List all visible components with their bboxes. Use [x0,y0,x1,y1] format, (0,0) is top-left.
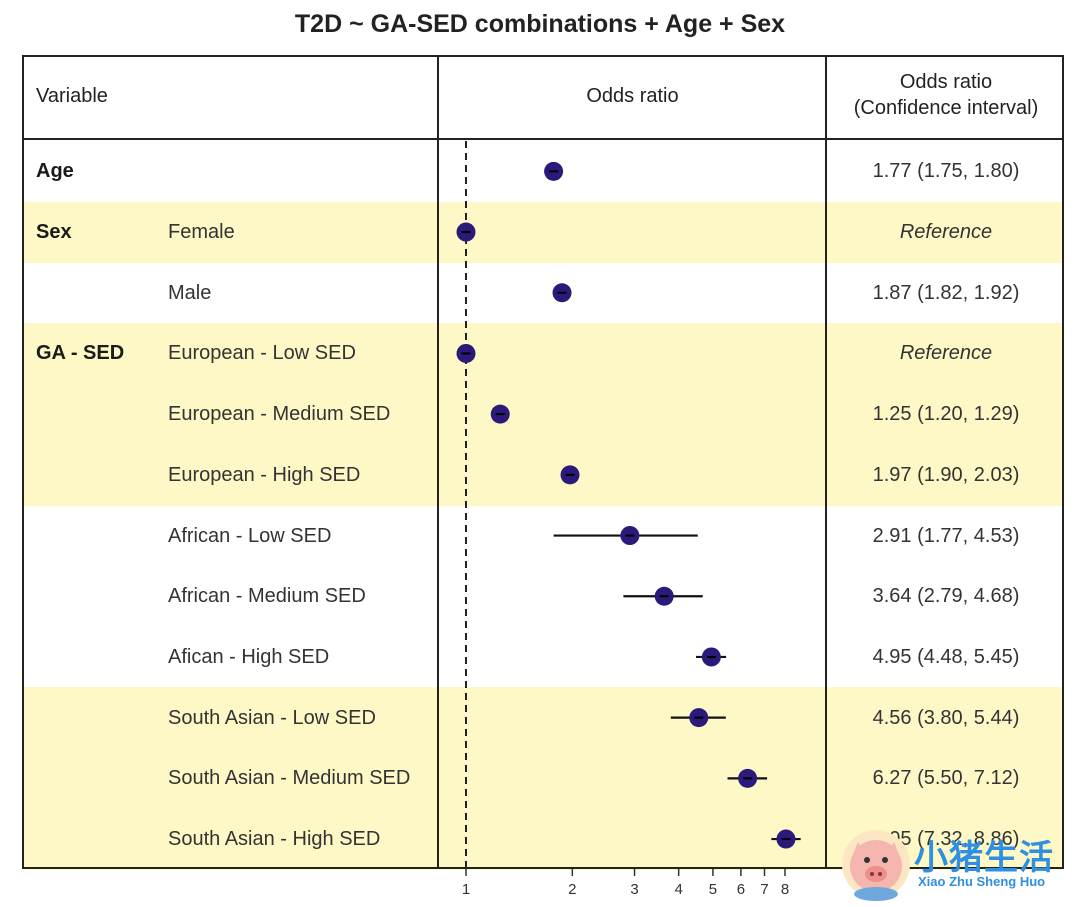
header-divider [22,138,1064,140]
header-variable: Variable [36,85,108,107]
row-ci-value: 1.87 (1.82, 1.92) [872,281,1020,304]
row-level-label: South Asian - High SED [168,828,381,851]
watermark-logo: 小猪生活 Xiao Zhu Sheng Huo [836,822,1076,902]
row-ci-value: 2.91 (1.77, 4.53) [872,524,1020,547]
row-group-label: GA - SED [36,342,125,365]
row-ci-value: Reference [899,342,993,365]
table-row [24,383,1062,445]
row-level-label: South Asian - Medium SED [168,767,411,790]
row-ci-value: 8.05 (7.32, 8.86) [872,828,1020,851]
row-level-label: European - High SED [168,463,361,486]
row-ci-value: 3.64 (2.79, 4.68) [872,585,1020,608]
row-level-label: African - Low SED [168,524,332,547]
logo-text-english: Xiao Zhu Sheng Huo [918,874,1046,889]
table-row [24,748,1062,810]
x-tick-label: 2 [568,881,576,898]
table-row [24,687,1062,749]
pig-mascot-icon [842,830,910,901]
row-level-label: European - Low SED [168,342,356,365]
x-tick-label: 3 [630,881,638,898]
row-ci-value: 1.77 (1.75, 1.80) [872,160,1020,183]
table-row [24,201,1062,263]
row-ci-value: 1.97 (1.90, 2.03) [872,463,1020,486]
table-row [24,444,1062,506]
x-tick-label: 7 [760,881,768,898]
x-tick-label: 6 [737,881,745,898]
row-level-label: Female [168,221,235,244]
header-odds-ratio: Odds ratio [586,85,679,107]
header-ci-line2: (Confidence interval) [853,97,1039,119]
row-level-label: African - Medium SED [168,585,366,608]
x-tick-label: 4 [674,881,682,898]
x-tick-label: 8 [781,881,789,898]
divider-plot-ci [825,55,827,869]
chart-title: T2D ~ GA-SED combinations + Age + Sex [294,10,786,38]
row-ci-value: 4.56 (3.80, 5.44) [872,706,1020,729]
header-ci-line1: Odds ratio [899,71,993,93]
forest-table-frame [22,55,1064,869]
divider-variable-plot [437,55,439,869]
row-level-label: Afican - High SED [168,645,330,668]
x-tick-label: 1 [462,881,470,898]
row-level-label: Male [168,281,212,304]
x-tick-label: 5 [709,881,717,898]
row-ci-value: 6.27 (5.50, 7.12) [872,767,1020,790]
row-ci-value: 4.95 (4.48, 5.45) [872,645,1020,668]
row-group-label: Age [36,160,74,183]
row-ci-value: 1.25 (1.20, 1.29) [872,403,1020,426]
row-group-label: Sex [36,221,72,244]
row-level-label: European - Medium SED [168,403,391,426]
row-ci-value: Reference [899,221,993,244]
row-level-label: South Asian - Low SED [168,706,376,729]
table-row [24,323,1062,385]
logo-text-chinese: 小猪生活 [914,838,1054,878]
